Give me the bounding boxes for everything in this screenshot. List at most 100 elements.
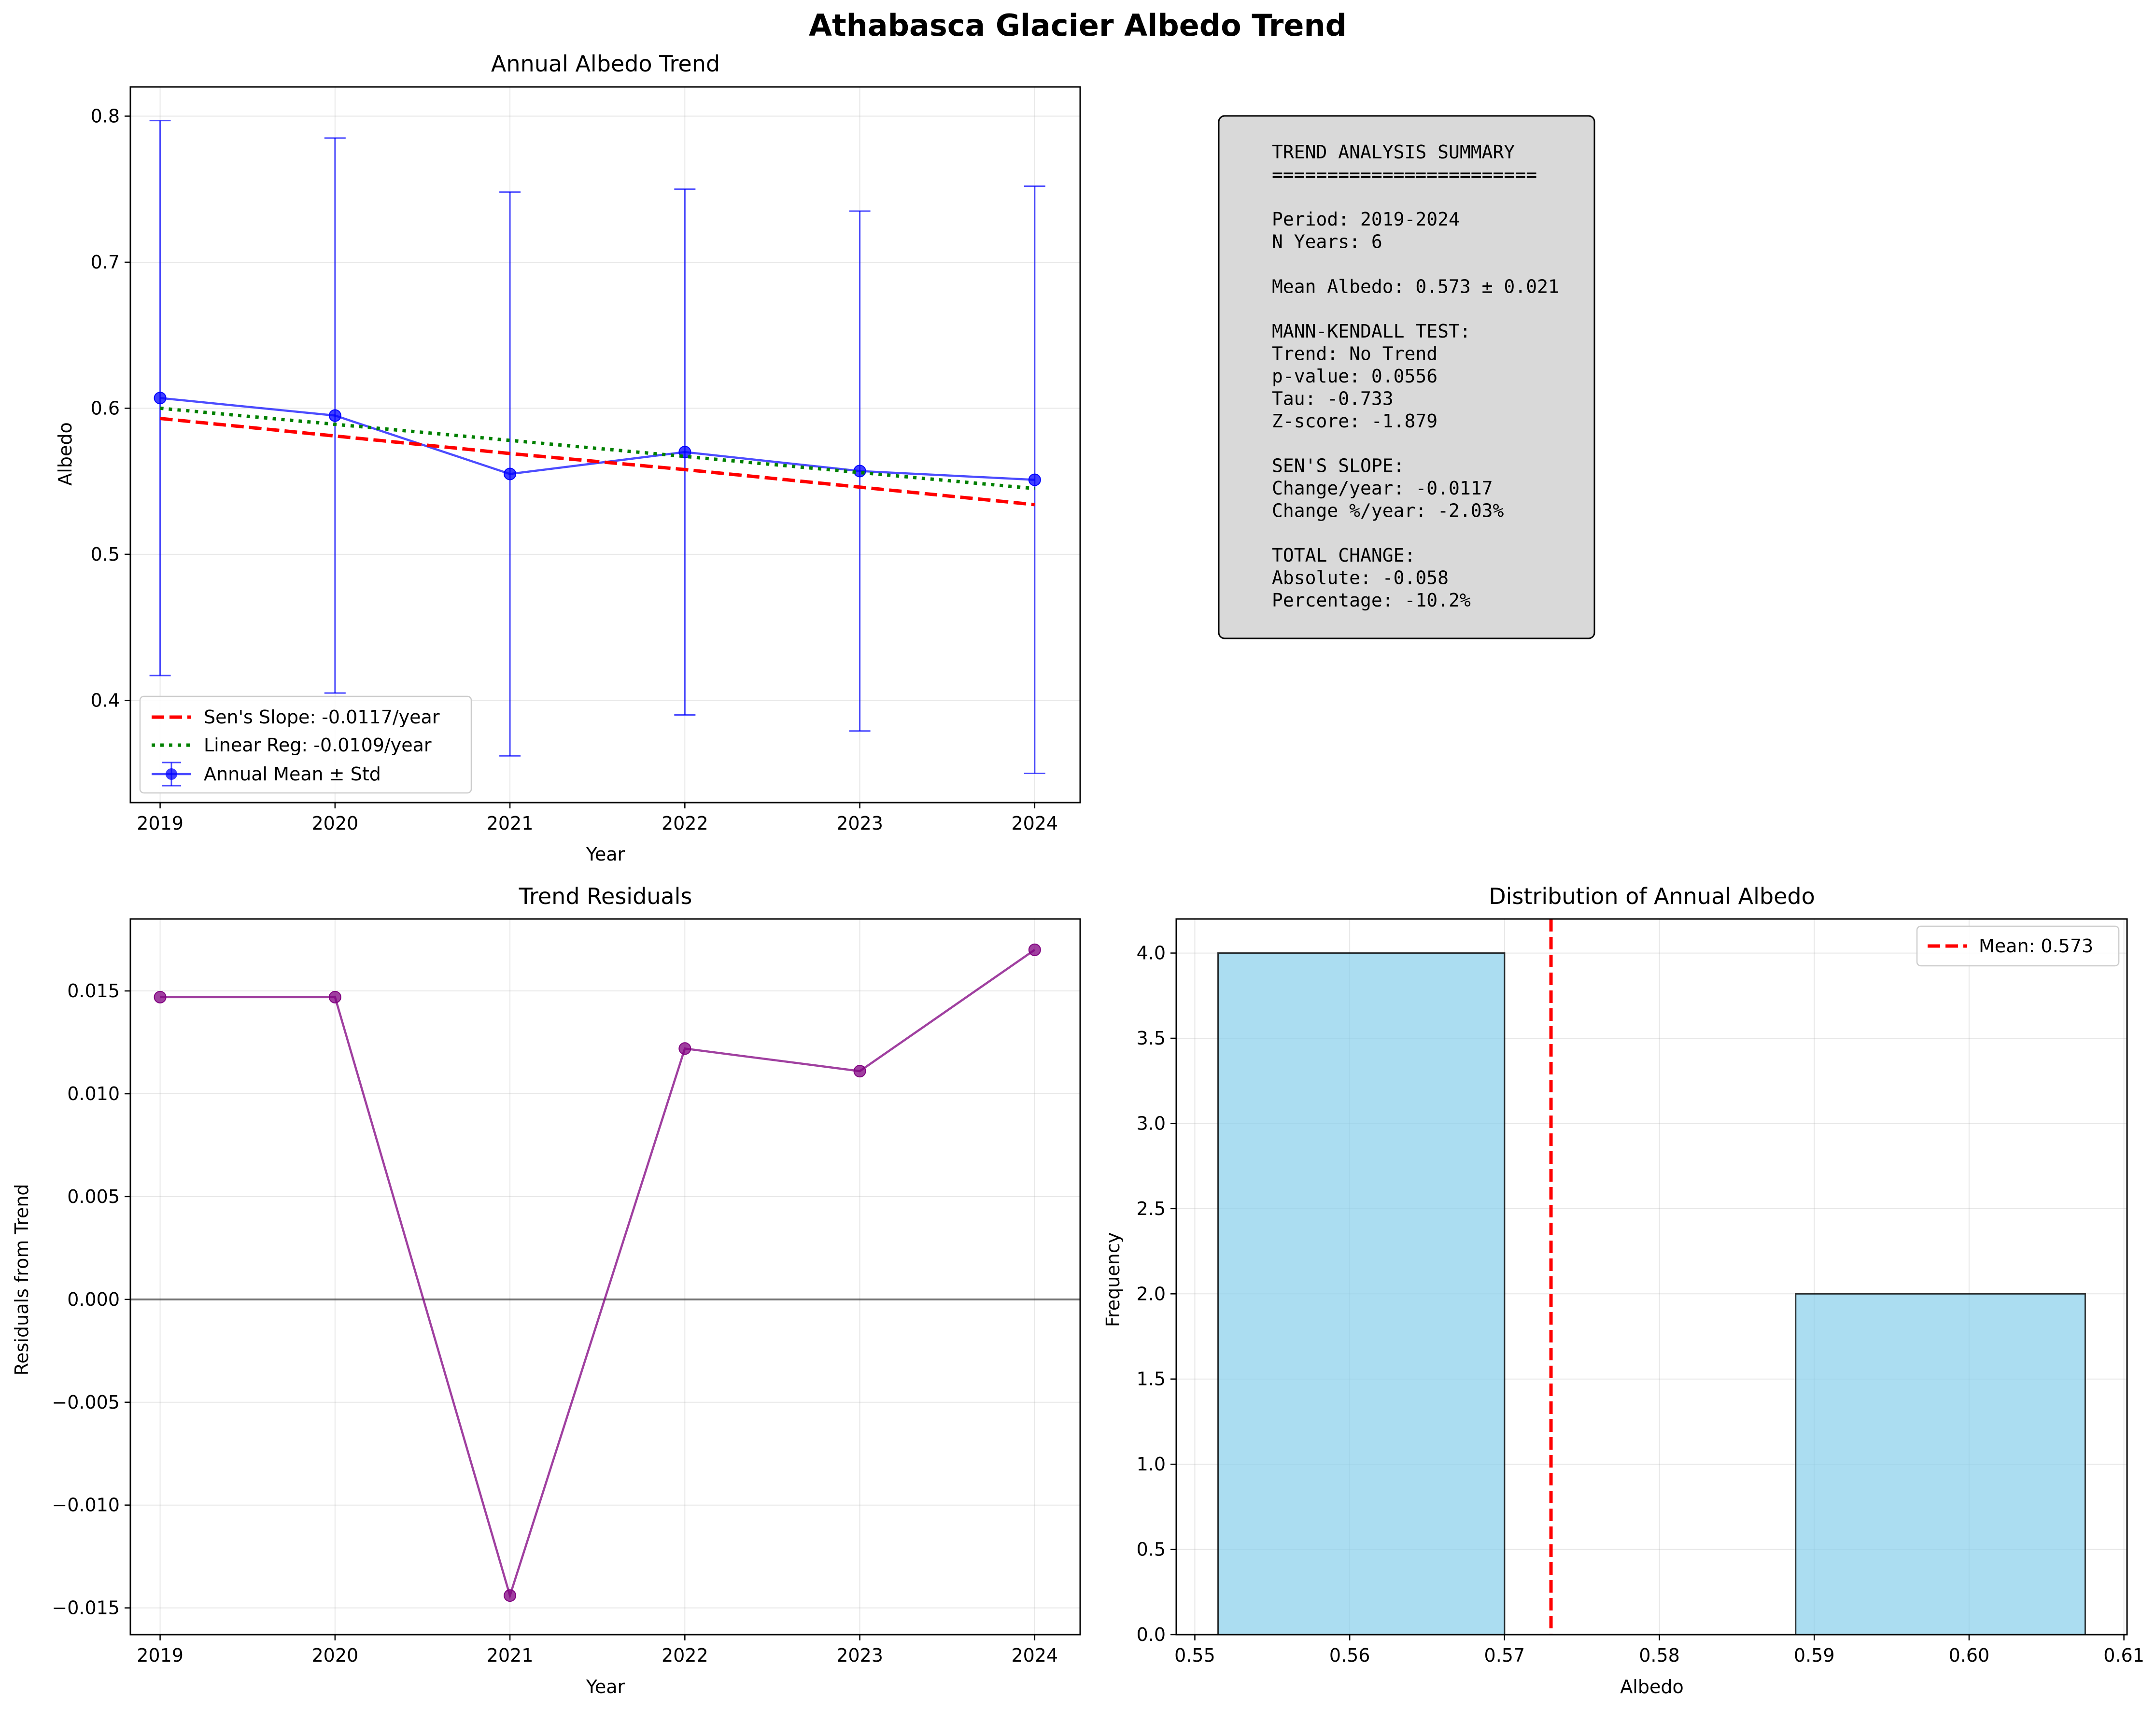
residual-x-tick-label: 2019 [137, 1645, 183, 1666]
hist-bar [1217, 952, 1506, 1636]
distribution-axes-frame [1175, 918, 2128, 1636]
trend-x-tick-label: 2019 [137, 813, 183, 834]
trend-mean-point [1028, 473, 1041, 486]
residual-point [328, 990, 341, 1003]
summary-line: TREND ANALYSIS SUMMARY [1272, 141, 1515, 163]
residuals-axes-frame [129, 918, 1081, 1636]
residual-y-tick-label: 0.010 [67, 1083, 120, 1104]
summary-line: Percentage: -10.2% [1272, 590, 1471, 611]
summary-line: Change/year: -0.0117 [1272, 478, 1493, 499]
residuals-xlabel: Year [586, 1676, 625, 1697]
residual-x-tick-label: 2024 [1011, 1645, 1058, 1666]
hist-bar [1795, 1293, 2086, 1636]
hist-x-tick-label: 0.55 [1174, 1645, 1215, 1666]
hist-y-tick-label: 1.5 [1137, 1369, 1166, 1390]
legend-mean-swatch-marker [166, 768, 177, 780]
summary-line: Change %/year: -2.03% [1272, 500, 1504, 521]
residual-y-tick-label: −0.015 [52, 1597, 120, 1619]
summary-line: Absolute: -0.058 [1272, 567, 1449, 589]
residual-point [853, 1065, 866, 1078]
hist-x-tick-label: 0.57 [1484, 1645, 1525, 1666]
residual-y-tick-label: 0.005 [67, 1186, 120, 1207]
residual-x-tick-label: 2020 [311, 1645, 358, 1666]
trend-mean-point [328, 409, 341, 422]
albedo-trend-xlabel: Year [586, 844, 625, 865]
hist-legend-box [1916, 925, 2120, 967]
residual-line [160, 949, 1036, 1599]
trend-legend-label: Annual Mean ± Std [204, 763, 381, 785]
trend-x-tick-label: 2020 [311, 813, 358, 834]
trend-x-tick-label: 2022 [662, 813, 708, 834]
trend-x-tick-label: 2023 [836, 813, 883, 834]
trend-y-tick-label: 0.8 [91, 105, 120, 127]
hist-y-tick-label: 3.5 [1137, 1028, 1166, 1049]
distribution-title: Distribution of Annual Albedo [1489, 883, 1815, 909]
residual-y-tick-label: −0.005 [52, 1392, 120, 1413]
residual-point [678, 1042, 691, 1055]
summary-line: N Years: 6 [1272, 231, 1382, 253]
residual-x-tick-label: 2022 [662, 1645, 708, 1666]
summary-line: Trend: No Trend [1272, 343, 1437, 365]
hist-y-tick-label: 2.0 [1137, 1283, 1166, 1304]
summary-line: SEN'S SLOPE: [1272, 455, 1405, 477]
trend-mean-point [154, 392, 167, 405]
distribution-ylabel: Frequency [1102, 1232, 1124, 1327]
summary-box [1218, 115, 1595, 639]
trend-x-tick-label: 2024 [1011, 813, 1058, 834]
hist-y-tick-label: 1.0 [1137, 1454, 1166, 1475]
trend-mean-point [504, 467, 517, 480]
hist-x-tick-label: 0.61 [2103, 1645, 2144, 1666]
summary-panel: TREND ANALYSIS SUMMARY==================… [1218, 115, 1595, 639]
trend-legend-box [139, 695, 472, 794]
residual-y-tick-label: −0.010 [52, 1495, 120, 1516]
summary-line: TOTAL CHANGE: [1272, 545, 1415, 566]
hist-y-tick-label: 2.5 [1137, 1198, 1166, 1219]
residual-point [154, 990, 167, 1003]
residuals-ylabel: Residuals from Trend [11, 1184, 32, 1376]
hist-x-tick-label: 0.59 [1794, 1645, 1835, 1666]
hist-y-tick-label: 0.5 [1137, 1539, 1166, 1560]
distribution-panel: Distribution of Annual Albedo Albedo Fre… [1102, 883, 2144, 1697]
residuals-panel: Trend Residuals Year Residuals from Tren… [11, 883, 1081, 1697]
hist-y-tick-label: 0.0 [1137, 1624, 1166, 1645]
trend-y-tick-label: 0.4 [91, 690, 120, 711]
trend-y-tick-label: 0.7 [91, 252, 120, 273]
hist-legend: Mean: 0.573 [1916, 925, 2120, 967]
trend-y-tick-label: 0.6 [91, 397, 120, 419]
summary-line: p-value: 0.0556 [1272, 366, 1437, 387]
hist-x-tick-label: 0.60 [1949, 1645, 1990, 1666]
trend-x-tick-label: 2021 [487, 813, 534, 834]
residual-point [1028, 943, 1041, 956]
distribution-xlabel: Albedo [1620, 1676, 1683, 1697]
hist-y-tick-label: 4.0 [1137, 943, 1166, 964]
trend-legend-label: Sen's Slope: -0.0117/year [204, 706, 440, 728]
hist-legend-label: Mean: 0.573 [1979, 935, 2093, 957]
hist-x-tick-label: 0.58 [1639, 1645, 1680, 1666]
trend-legend: Sen's Slope: -0.0117/year Linear Reg: -0.… [139, 695, 472, 794]
trend-legend-label: Linear Reg: -0.0109/year [204, 734, 432, 756]
albedo-trend-panel: Annual Albedo Trend Year Albedo 2019 2020… [55, 51, 1081, 865]
sens-slope-line [160, 417, 1035, 507]
summary-line: ======================== [1272, 164, 1537, 185]
residual-y-tick-label: 0.015 [67, 980, 120, 1002]
residual-y-tick-label: 0.000 [67, 1289, 120, 1310]
summary-lines: TREND ANALYSIS SUMMARY==================… [1272, 141, 1559, 611]
linear-reg-line [160, 406, 1035, 491]
hist-y-tick-label: 3.0 [1137, 1113, 1166, 1134]
summary-line: Mean Albedo: 0.573 ± 0.021 [1272, 276, 1559, 297]
trend-axes-frame [129, 86, 1081, 804]
hist-x-tick-label: 0.56 [1329, 1645, 1370, 1666]
albedo-trend-title: Annual Albedo Trend [491, 51, 720, 77]
residuals-title: Trend Residuals [519, 883, 692, 909]
residual-x-tick-label: 2023 [836, 1645, 883, 1666]
summary-line: Z-score: -1.879 [1272, 410, 1437, 432]
albedo-trend-ylabel: Albedo [55, 422, 76, 485]
residual-x-tick-label: 2021 [487, 1645, 534, 1666]
residual-point [504, 1589, 517, 1602]
figure-title: Athabasca Glacier Albedo Trend [809, 8, 1347, 43]
summary-line: MANN-KENDALL TEST: [1272, 321, 1471, 342]
summary-line: Tau: -0.733 [1272, 388, 1394, 409]
summary-line: Period: 2019-2024 [1272, 209, 1460, 230]
trend-y-tick-label: 0.5 [91, 544, 120, 565]
